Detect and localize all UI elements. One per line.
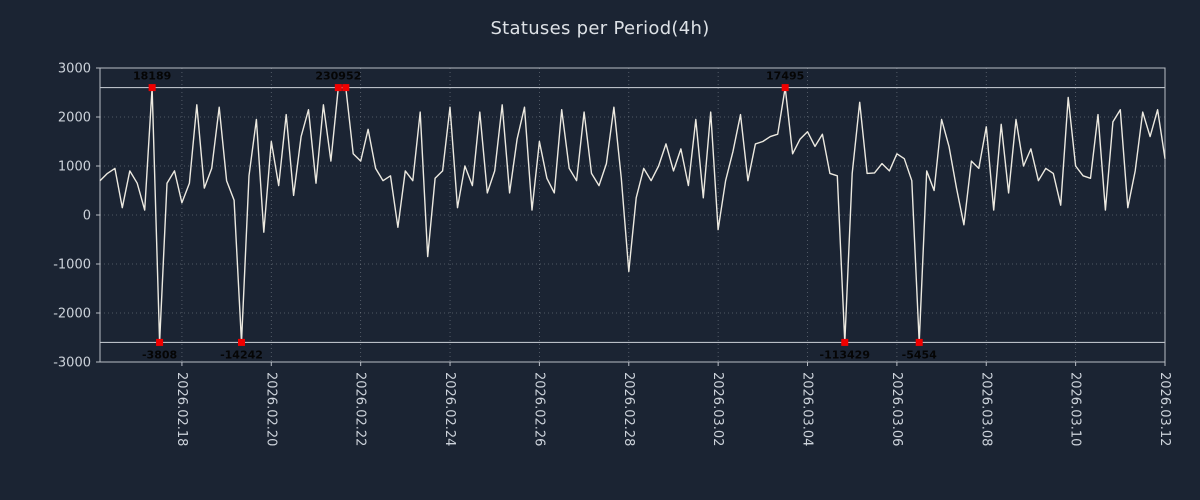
extreme-marker bbox=[148, 84, 156, 92]
y-tick-label: -1000 bbox=[53, 258, 91, 273]
x-tick-label: 2026.03.02 bbox=[710, 372, 725, 446]
x-tick-label: 2026.02.24 bbox=[442, 372, 457, 446]
plot-border bbox=[99, 67, 1166, 363]
y-tick-label: 2000 bbox=[58, 111, 91, 126]
extreme-value-label: 18189 bbox=[133, 70, 171, 83]
extreme-marker bbox=[841, 338, 849, 346]
extreme-marker bbox=[915, 338, 923, 346]
y-tick-label: -3000 bbox=[53, 356, 91, 371]
extreme-value-label: -3808 bbox=[142, 348, 177, 361]
x-tick-label: 2026.02.18 bbox=[174, 372, 189, 446]
x-tick-label: 2026.03.04 bbox=[800, 372, 815, 446]
extreme-value-label: -14242 bbox=[220, 348, 263, 361]
x-tick-label: 2026.02.26 bbox=[531, 372, 546, 446]
chart-title: Statuses per Period(4h) bbox=[490, 18, 710, 39]
y-tick-label: -2000 bbox=[53, 307, 91, 322]
y-tick-label: 3000 bbox=[58, 62, 91, 77]
x-tick-label: 2026.02.28 bbox=[621, 372, 636, 446]
x-tick-label: 2026.03.12 bbox=[1157, 372, 1172, 446]
extreme-value-label: 230952 bbox=[315, 70, 361, 83]
extreme-marker bbox=[342, 84, 350, 92]
y-tick-label: 0 bbox=[83, 209, 91, 224]
extreme-marker bbox=[238, 338, 246, 346]
x-tick-label: 2026.02.22 bbox=[353, 372, 368, 446]
x-tick-label: 2026.03.08 bbox=[978, 372, 993, 446]
x-tick-label: 2026.03.06 bbox=[889, 372, 904, 446]
x-tick-label: 2026.02.20 bbox=[263, 372, 278, 446]
extreme-value-label: -113429 bbox=[820, 348, 871, 361]
x-tick-label: 2026.03.10 bbox=[1068, 372, 1083, 446]
data-line bbox=[99, 86, 1166, 344]
extreme-marker bbox=[334, 84, 342, 92]
extreme-marker bbox=[781, 84, 789, 92]
y-tick-label: 1000 bbox=[58, 160, 91, 175]
extreme-marker bbox=[156, 338, 164, 346]
extreme-value-label: -5454 bbox=[902, 348, 938, 361]
extreme-value-label: 17495 bbox=[766, 70, 804, 83]
